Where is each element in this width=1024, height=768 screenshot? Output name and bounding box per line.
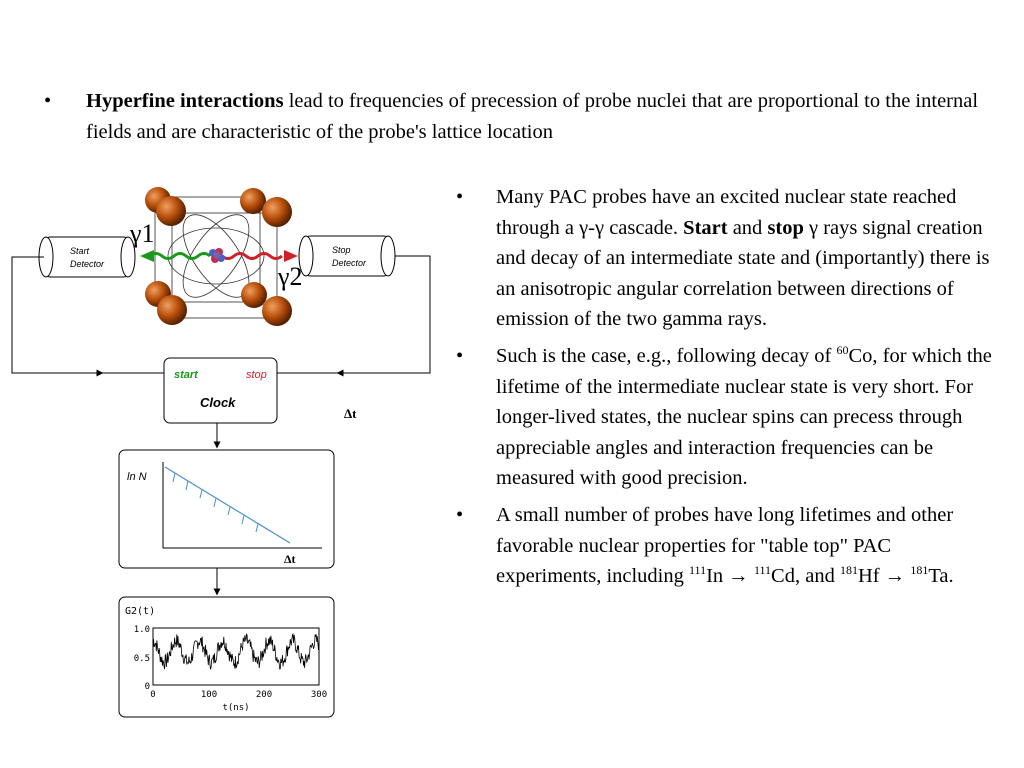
gamma1-ray [149,252,211,260]
start-detector: Start Detector [38,236,136,278]
delta-t-label: Δt [344,406,357,421]
g2-plot: G2(t) 1.0 0.5 0 0 100 200 300 t(ns) [118,596,335,718]
bullet-marker: • [44,90,52,112]
clock-start-label: start [174,369,199,381]
gamma2-ray [221,252,283,260]
clock-label: Clock [200,395,236,410]
bullet-text: Hyperfine interactions lead to frequenci… [86,90,979,143]
g2-xlabel: t(ns) [222,703,249,713]
pac-diagram: γ1 γ2 Start Detector Stop Detector start… [11,187,431,718]
nucleus [209,248,225,263]
g2-xtick-100: 100 [201,690,217,700]
g2-curve [152,632,320,670]
right-column: • Many PAC probes have an excited nuclea… [456,182,1001,598]
stop-detector: Stop Detector [298,235,396,277]
bullet-co60: • Such is the case, e.g., following deca… [456,343,992,490]
g2-xtick-0: 0 [150,690,155,700]
svg-text:Stop: Stop [332,245,351,255]
g2-xtick-200: 200 [256,690,272,700]
bullet-pac-probes: • Many PAC probes have an excited nuclea… [456,186,990,331]
decay-wiggles [172,472,259,533]
g2-ylabel: G2(t) [125,606,155,617]
bullet-bold: Hyperfine interactions [86,90,284,112]
clock-box: start stop Clock [163,357,278,424]
bullet-table-top: • A small number of probes have long lif… [456,503,954,588]
svg-text:Detector: Detector [70,259,105,269]
decay-line [164,466,291,544]
gamma2-arrowhead [284,250,298,262]
g2-ytick-1: 1.0 [134,625,150,635]
clock-stop-label: stop [246,369,267,381]
gamma2-label: γ2 [277,262,303,291]
decay-xlabel: Δt [284,552,296,566]
g2-ytick-05: 0.5 [134,654,150,664]
g2-xtick-300: 300 [311,690,327,700]
decay-ylabel: ln N [127,471,147,483]
svg-text:Detector: Detector [332,258,367,268]
svg-text:Start: Start [70,246,90,256]
decay-plot: ln N Δt [118,449,335,569]
lattice-atoms [145,187,292,326]
gamma1-arrowhead [140,250,154,262]
g2-ytick-0: 0 [145,682,150,692]
signal-lines [11,255,431,596]
